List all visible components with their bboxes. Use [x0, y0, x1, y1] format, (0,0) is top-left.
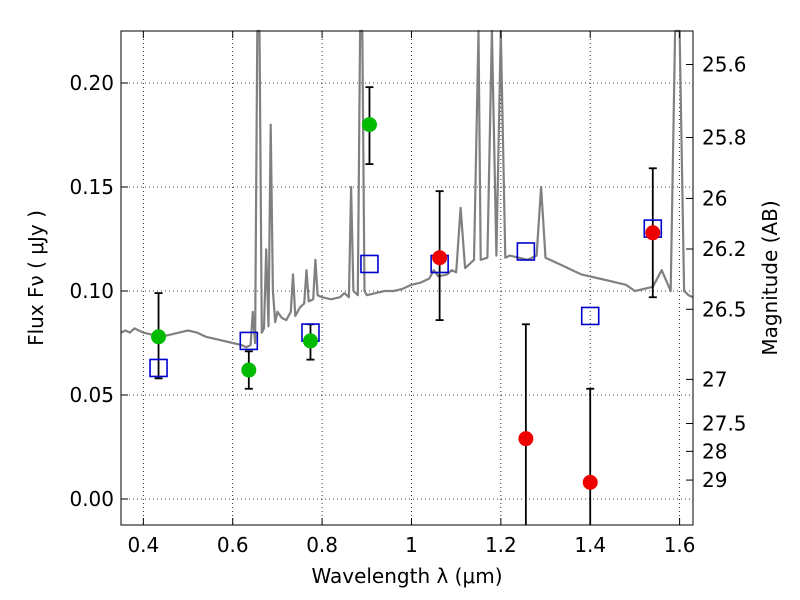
observed-point	[361, 117, 377, 133]
magnitude-tick-label: 25.8	[702, 125, 747, 149]
x-tick-label: 0.8	[306, 533, 338, 557]
observed-dot-series	[151, 117, 661, 490]
magnitude-tick-label: 28	[702, 439, 727, 463]
observed-point	[151, 329, 167, 345]
x-tick-label: 1.6	[664, 533, 696, 557]
model-square-point	[580, 306, 600, 326]
x-tick-label: 1.2	[485, 533, 517, 557]
magnitude-tick-label: 29	[702, 468, 727, 492]
y-tick-label: 0.00	[69, 487, 114, 511]
magnitude-tick-label: 27	[702, 367, 727, 391]
x-axis-label: Wavelength λ (μm)	[311, 564, 502, 588]
magnitude-tick-label: 26.2	[702, 237, 747, 261]
grid	[121, 31, 693, 525]
model-square-series	[149, 219, 663, 378]
spectrum-line	[120, 29, 694, 349]
model-square-point	[149, 358, 168, 378]
y-tick-label: 0.15	[69, 175, 114, 199]
x-axis-ticks: 0.4 0.6 0.8 1 1.2 1.4 1.6	[127, 31, 696, 557]
magnitude-tick-label: 25.6	[702, 52, 747, 76]
observed-point	[518, 431, 534, 447]
magnitude-tick-label: 27.5	[702, 411, 747, 435]
x-tick-label: 0.4	[127, 533, 159, 557]
y-tick-label: 0.05	[69, 383, 114, 407]
observed-point	[241, 362, 257, 378]
magnitude-tick-label: 26	[702, 186, 727, 210]
magnitude-axis-ticks: 25.6 25.8 26 26.2 26.5 27 27.5 28 29	[686, 52, 747, 492]
x-tick-label: 0.6	[217, 533, 249, 557]
x-tick-label: 1.4	[574, 533, 606, 557]
magnitude-tick-label: 26.5	[702, 297, 747, 321]
observed-point	[432, 250, 448, 266]
magnitude-axis-label: Magnitude (AB)	[758, 200, 782, 355]
plot-frame	[120, 30, 694, 526]
y-tick-label: 0.10	[69, 279, 114, 303]
errorbar-series	[154, 86, 657, 525]
model-square-point	[239, 331, 259, 351]
observed-point	[582, 474, 598, 490]
y-axis-label: Flux Fν ( μJy )	[24, 210, 48, 346]
y-axis-ticks: 0.00 0.05 0.10 0.15 0.20	[69, 71, 128, 511]
observed-point	[645, 225, 661, 241]
model-square-point	[516, 242, 536, 261]
model-square-point	[360, 254, 379, 274]
y-tick-label: 0.20	[69, 71, 114, 95]
x-tick-label: 1	[405, 533, 418, 557]
observed-point	[302, 333, 318, 349]
spectrum-series	[120, 29, 694, 349]
